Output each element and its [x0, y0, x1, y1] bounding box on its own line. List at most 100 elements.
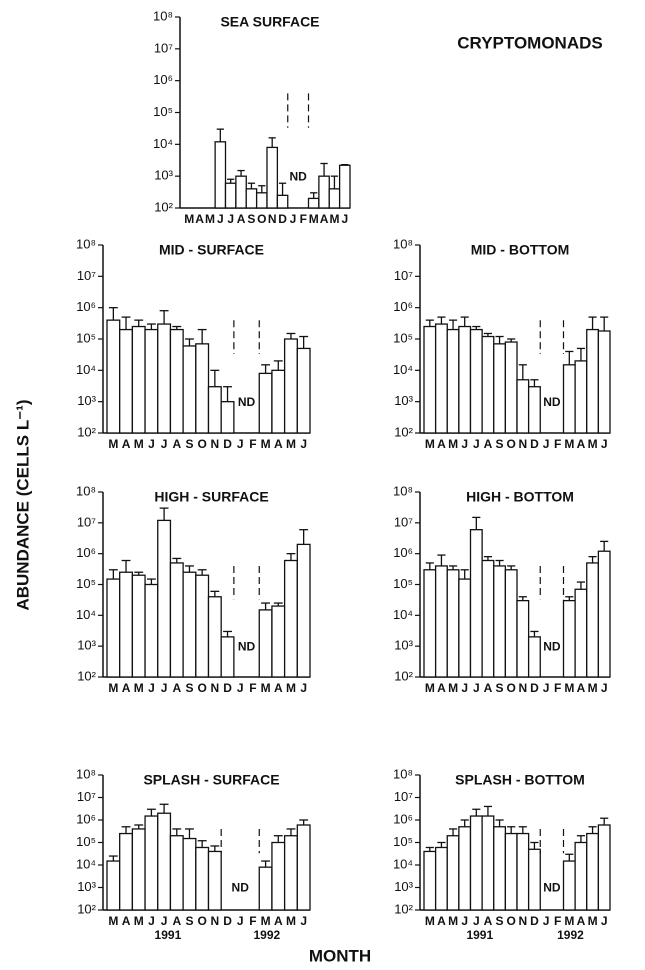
x-tick-label: A [172, 914, 181, 928]
error-bar [588, 316, 597, 330]
x-axis-label: MONTH [309, 946, 371, 965]
x-tick-label: J [461, 681, 468, 695]
error-bar [134, 824, 144, 829]
error-bar [159, 507, 169, 521]
bar [446, 569, 460, 678]
y-tick-label: 10³ [394, 638, 413, 653]
y-tick-label: 10⁷ [394, 789, 413, 804]
nd-annotation: ND [238, 640, 256, 654]
bar [562, 860, 576, 911]
x-tick-label: J [161, 437, 168, 451]
y-tick-label: 10⁵ [393, 834, 413, 849]
panel-title: HIGH - BOTTOM [466, 489, 574, 505]
x-tick-label: M [425, 437, 435, 451]
bar [157, 323, 172, 434]
bar [207, 850, 222, 911]
x-tick-label: M [425, 681, 435, 695]
error-bar [341, 164, 349, 166]
bar [586, 562, 600, 678]
error-bar [518, 826, 527, 834]
y-tick-label: 10³ [77, 638, 96, 653]
x-tick-label: A [172, 437, 181, 451]
error-bar [530, 379, 539, 387]
x-tick-label: S [496, 437, 504, 451]
error-bar [273, 360, 283, 371]
x-tick-label: N [268, 212, 277, 226]
y-tick-label: 10⁴ [393, 607, 413, 622]
error-bar [460, 819, 469, 827]
bar [504, 569, 518, 678]
error-bar [437, 316, 446, 325]
bar [224, 182, 237, 209]
bar [258, 609, 273, 678]
error-bar [437, 841, 446, 848]
x-tick-label: J [237, 914, 244, 928]
x-tick-label: A [484, 437, 493, 451]
x-tick-label: J [217, 212, 224, 226]
x-tick-label: M [261, 681, 271, 695]
x-tick-label: D [530, 914, 539, 928]
error-bar [530, 630, 539, 637]
y-tick-label: 10⁴ [76, 607, 96, 622]
error-bar [172, 557, 182, 563]
y-tick-label: 10² [77, 668, 96, 683]
x-tick-label: A [237, 212, 246, 226]
year-label: 1992 [557, 928, 584, 942]
bar [469, 529, 483, 678]
error-bar [425, 319, 434, 327]
x-tick-label: D [530, 437, 539, 451]
error-bar [299, 335, 309, 349]
bar [562, 599, 576, 678]
x-tick-label: A [274, 437, 283, 451]
x-tick-label: F [249, 681, 256, 695]
y-tick-label: 10⁶ [393, 299, 413, 314]
x-tick-label: S [185, 681, 193, 695]
error-bar [172, 828, 182, 836]
error-bar [227, 178, 235, 184]
error-bar [185, 338, 194, 346]
y-tick-label: 10⁷ [394, 514, 413, 529]
x-tick-label: A [577, 681, 586, 695]
x-tick-label: J [161, 681, 168, 695]
panel-title: SPLASH - BOTTOM [455, 772, 585, 788]
x-tick-label: J [148, 437, 155, 451]
x-tick-label: D [530, 681, 539, 695]
y-tick-label: 10⁶ [76, 811, 96, 826]
bar [574, 841, 588, 911]
bar [131, 574, 146, 678]
bar [318, 175, 330, 209]
error-bar [197, 840, 207, 848]
bar [276, 194, 289, 209]
bar [245, 188, 258, 209]
error-bar [483, 556, 493, 561]
error-bar [247, 182, 256, 189]
error-bar [286, 828, 296, 836]
error-bar [197, 569, 207, 576]
bar [527, 636, 541, 678]
figure-title: CRYPTOMONADS [457, 33, 602, 52]
bar [481, 815, 495, 911]
x-tick-label: M [309, 212, 319, 226]
error-bar [472, 325, 481, 330]
x-tick-label: M [329, 212, 339, 226]
x-tick-label: A [484, 681, 493, 695]
x-tick-label: M [448, 681, 458, 695]
x-tick-label: J [290, 212, 297, 226]
bar [597, 824, 611, 911]
nd-annotation: ND [543, 881, 561, 895]
y-tick-label: 10⁵ [76, 330, 96, 345]
x-tick-label: A [577, 437, 586, 451]
x-tick-label: A [274, 681, 283, 695]
x-tick-label: F [554, 914, 561, 928]
x-tick-label: D [223, 437, 232, 451]
panel-title: HIGH - SURFACE [154, 489, 268, 505]
error-bar [261, 602, 271, 610]
bar [328, 188, 341, 209]
error-bar [565, 596, 574, 601]
error-bar [530, 841, 539, 850]
x-tick-label: A [172, 681, 181, 695]
bar [283, 835, 298, 911]
bar [258, 866, 273, 911]
bar [434, 565, 448, 678]
bar [157, 519, 172, 678]
